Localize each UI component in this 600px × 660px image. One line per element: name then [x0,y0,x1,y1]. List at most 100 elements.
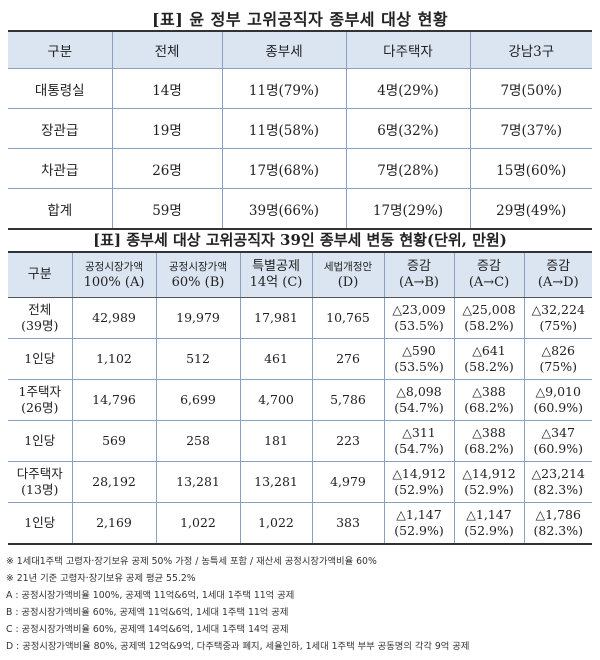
change-cell-ac: △25,008 (58.2%) [453,297,525,339]
table-cell: 29명(49%) [469,188,592,230]
table-cell: 39명(66%) [221,188,347,230]
change-cell-ab: △8,098 (54.7%) [383,379,455,421]
value-cell-c: 1,022 [239,502,313,545]
change-cell-ab: △311 (54.7%) [383,420,455,462]
change-percent: (82.3%) [533,482,583,497]
row-label-line: (13명) [21,482,59,497]
change-cell-ac: △641 (58.2%) [453,338,525,380]
column-header: 특별공제 14억 (C) [239,251,313,298]
header-top: 증감 [477,259,501,274]
change-amount: △311 [402,425,436,440]
value-cell-a: 14,796 [71,379,157,421]
change-amount: △8,098 [396,384,442,399]
row-label-line: 전체 [28,302,52,317]
change-amount: △32,224 [531,302,585,317]
officials-tax-status-table: 구분 전체 종부세 다주택자 강남3구 대통령실 14명 11명(79%) 4명(29%) 7명… [8,30,592,230]
value-cell-a: 28,192 [71,461,157,503]
change-percent: (60.9%) [533,441,583,456]
value-cell-b: 512 [155,338,241,380]
change-cell-ad: △9,010 (60.9%) [523,379,592,421]
change-percent: (53.5%) [394,359,444,374]
change-amount: △826 [541,343,575,358]
value-cell-b: 1,022 [155,502,241,545]
value-cell-d: 223 [311,420,385,462]
table-cell: 7명(37%) [469,108,592,149]
table-row: 대통령실 14명 11명(79%) 4명(29%) 7명(50%) [8,68,592,109]
value-cell-b: 19,979 [155,297,241,339]
change-amount: △25,008 [462,302,516,317]
row-label: 다주택자 (13명) [8,461,73,503]
change-amount: △23,009 [392,302,446,317]
change-cell-ab: △590 (53.5%) [383,338,455,380]
change-amount: △14,912 [392,466,446,481]
footnote-line: C : 공정시장가액비율 60%, 공제액 14억&6억, 1세대 1주택 14… [6,624,289,635]
row-label: 1인당 [8,338,73,380]
change-percent: (82.3%) [533,523,583,538]
table-row: 합계 59명 39명(66%) 17명(29%) 29명(49%) [8,188,592,230]
row-label: 장관급 [8,108,113,149]
change-cell-ab: △14,912 (52.9%) [383,461,455,503]
column-header: 종부세 [221,30,347,69]
change-percent: (52.9%) [464,523,514,538]
change-amount: △9,010 [535,384,581,399]
footnote-line: A : 공정시장가액비율 100%, 공제액 11억&6억, 1세대 1주택 1… [6,590,295,601]
change-percent: (52.9%) [464,482,514,497]
table-cell: 19명 [111,108,223,149]
change-percent: (52.9%) [394,482,444,497]
value-cell-c: 13,281 [239,461,313,503]
column-header: 세법개정안 (D) [311,251,385,298]
change-percent: (58.2%) [464,318,514,333]
table-cell: 14명 [111,68,223,109]
row-label-line: 1인당 [24,351,56,366]
header-top: 공정시장가액 [85,261,143,273]
table-cell: 7명(50%) [469,68,592,109]
value-cell-a: 1,102 [71,338,157,380]
header-bottom: 100% (A) [83,275,145,290]
table-row: 1인당 1,102 512 461 276 △590 (53.5%) △641 (58.2%) △… [8,338,592,380]
column-header: 증감 (A→C) [453,251,525,298]
change-amount: △590 [402,343,436,358]
footnote-line: ※ 1세대1주택 고령자·장기보유 공제 50% 가정 / 농특세 포함 / 재… [6,556,377,567]
column-header: 공정시장가액 100% (A) [71,251,157,298]
change-cell-ad: △826 (75%) [523,338,592,380]
value-cell-d: 276 [311,338,385,380]
value-cell-d: 4,979 [311,461,385,503]
footnote-line: D : 공정시장가액비율 80%, 공제액 12억&9억, 다주택중과 폐지, … [6,641,470,652]
change-percent: (75%) [539,318,578,333]
table-cell: 4명(29%) [345,68,471,109]
table-cell: 6명(32%) [345,108,471,149]
table-cell: 7명(28%) [345,148,471,189]
value-cell-d: 5,786 [311,379,385,421]
value-cell-a: 2,169 [71,502,157,545]
column-header: 공정시장가액 60% (B) [155,251,241,298]
table1-title: [표] 윤 정부 고위공직자 종부세 대상 현황 [151,10,449,29]
row-label-line: 다주택자 [16,466,63,481]
change-cell-ac: △1,147 (52.9%) [453,502,525,545]
header-bottom: 14억 (C) [249,275,303,290]
change-cell-ad: △23,214 (82.3%) [523,461,592,503]
change-amount: △1,786 [535,507,581,522]
footnote-line: B : 공정시장가액비율 60%, 공제액 11억&6억, 1세대 1주택 11… [6,607,289,618]
change-cell-ad: △1,786 (82.3%) [523,502,592,545]
change-cell-ac: △388 (68.2%) [453,379,525,421]
column-header: 구분 [8,30,113,69]
value-cell-d: 383 [311,502,385,545]
value-cell-c: 4,700 [239,379,313,421]
table-cell: 17명(29%) [345,188,471,230]
column-header: 다주택자 [345,30,471,69]
change-amount: △23,214 [531,466,585,481]
header-top: 증감 [407,259,431,274]
change-cell-ad: △347 (60.9%) [523,420,592,462]
table-row: 다주택자 (13명) 28,192 13,281 13,281 4,979 △14,912(… [8,461,592,503]
change-cell-ac: △14,912 (52.9%) [453,461,525,503]
value-cell-b: 258 [155,420,241,462]
footnote-line: ※ 21년 기준 고령자·장기보유 공제 평균 55.2% [6,573,196,584]
footnotes: ※ 1세대1주택 고령자·장기보유 공제 50% 가정 / 농특세 포함 / 재… [6,553,596,655]
header-row: 구분 전체 종부세 다주택자 강남3구 [8,30,592,69]
value-cell-a: 569 [71,420,157,462]
change-percent: (68.2%) [464,441,514,456]
table-row: 1인당 569 258 181 223 △311 (54.7%) △388 (68.2%) △34… [8,420,592,462]
table2-title: [표] 종부세 대상 고위공직자 39인 종부세 변동 현황(단위, 만원) [93,231,507,249]
header-row: 구분 공정시장가액 100% (A) 공정시장가액 60% (B) 특별공제 14억 (C)… [8,251,592,298]
column-header: 전체 [111,30,223,69]
